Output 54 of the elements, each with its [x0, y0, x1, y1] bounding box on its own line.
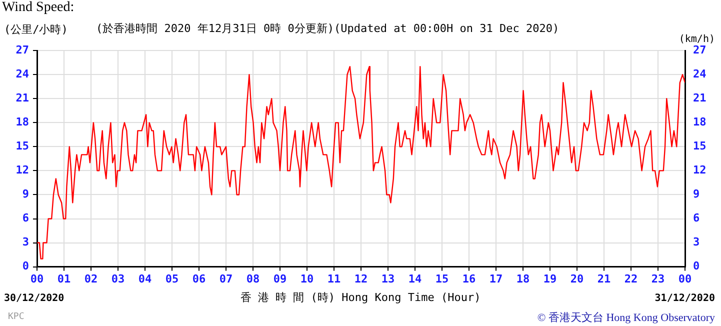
y-tick-label: 3	[22, 236, 29, 249]
x-tick-label: 14	[408, 272, 422, 286]
x-tick-label: 01	[57, 272, 71, 286]
x-tick-label: 11	[327, 272, 341, 286]
x-tick-label: 00	[30, 272, 44, 286]
x-tick-label: 04	[138, 272, 152, 286]
x-tick-label: 15	[435, 272, 449, 286]
x-tick-label: 08	[246, 272, 260, 286]
y2-tick-label: 27	[693, 43, 706, 56]
x-tick-label: 10	[300, 272, 314, 286]
x-tick-label: 23	[651, 272, 665, 286]
y-tick-label: 24	[16, 67, 30, 80]
y-axis-title: (公里/小時)	[4, 22, 68, 37]
x-tick-label: 20	[570, 272, 584, 286]
y2-axis-title: (km/h)	[678, 34, 715, 45]
x-tick-label: 03	[111, 272, 125, 286]
y2-tick-label: 15	[693, 140, 706, 153]
y2-tick-label: 3	[693, 236, 700, 249]
y-tick-label: 6	[22, 212, 30, 225]
y2-tick-label: 6	[693, 212, 700, 225]
x-tick-label: 12	[354, 272, 368, 286]
x-tick-label: 19	[543, 272, 557, 286]
y2-tick-label: 9	[693, 188, 700, 201]
text: 30/12/2020	[4, 293, 64, 304]
y-tick-label: 9	[22, 188, 29, 201]
chart-subtitle: (於香港時間 2020 年12月31日 0時 0分更新)(Updated at 00:00H on 31 Dec 2020)	[96, 21, 560, 36]
text: © 香港天文台 Hong Kong Observatory	[537, 310, 715, 325]
x-tick-label: 17	[489, 272, 503, 286]
text: KPC	[8, 312, 24, 322]
x-tick-label: 22	[624, 272, 638, 286]
x-tick-label: 16	[462, 272, 476, 286]
y-tick-label: 18	[16, 116, 29, 129]
x-tick-label: 05	[165, 272, 179, 286]
y2-tick-label: 21	[693, 92, 707, 105]
y-tick-label: 0	[22, 260, 29, 273]
x-tick-label: 00	[678, 272, 692, 286]
x-tick-label: 02	[84, 272, 98, 286]
y-tick-label: 27	[16, 43, 29, 56]
y2-tick-label: 0	[693, 260, 700, 273]
x-axis-title: 香 港 時 間 (時) Hong Kong Time (Hour)	[240, 291, 481, 304]
x-tick-label: 18	[516, 272, 530, 286]
x-tick-label: 06	[192, 272, 206, 286]
x-tick-label: 09	[273, 272, 287, 286]
x-tick-label: 21	[597, 272, 611, 286]
y-tick-label: 15	[16, 140, 29, 153]
y2-tick-label: 18	[693, 116, 706, 129]
y2-tick-label: 24	[693, 67, 707, 80]
y-tick-label: 21	[16, 92, 30, 105]
text: 31/12/2020	[654, 293, 715, 304]
y2-tick-label: 12	[693, 164, 706, 177]
y-tick-label: 12	[16, 164, 29, 177]
x-tick-label: 07	[219, 272, 233, 286]
chart-title: Wind Speed:	[2, 0, 74, 16]
x-tick-label: 13	[381, 272, 395, 286]
